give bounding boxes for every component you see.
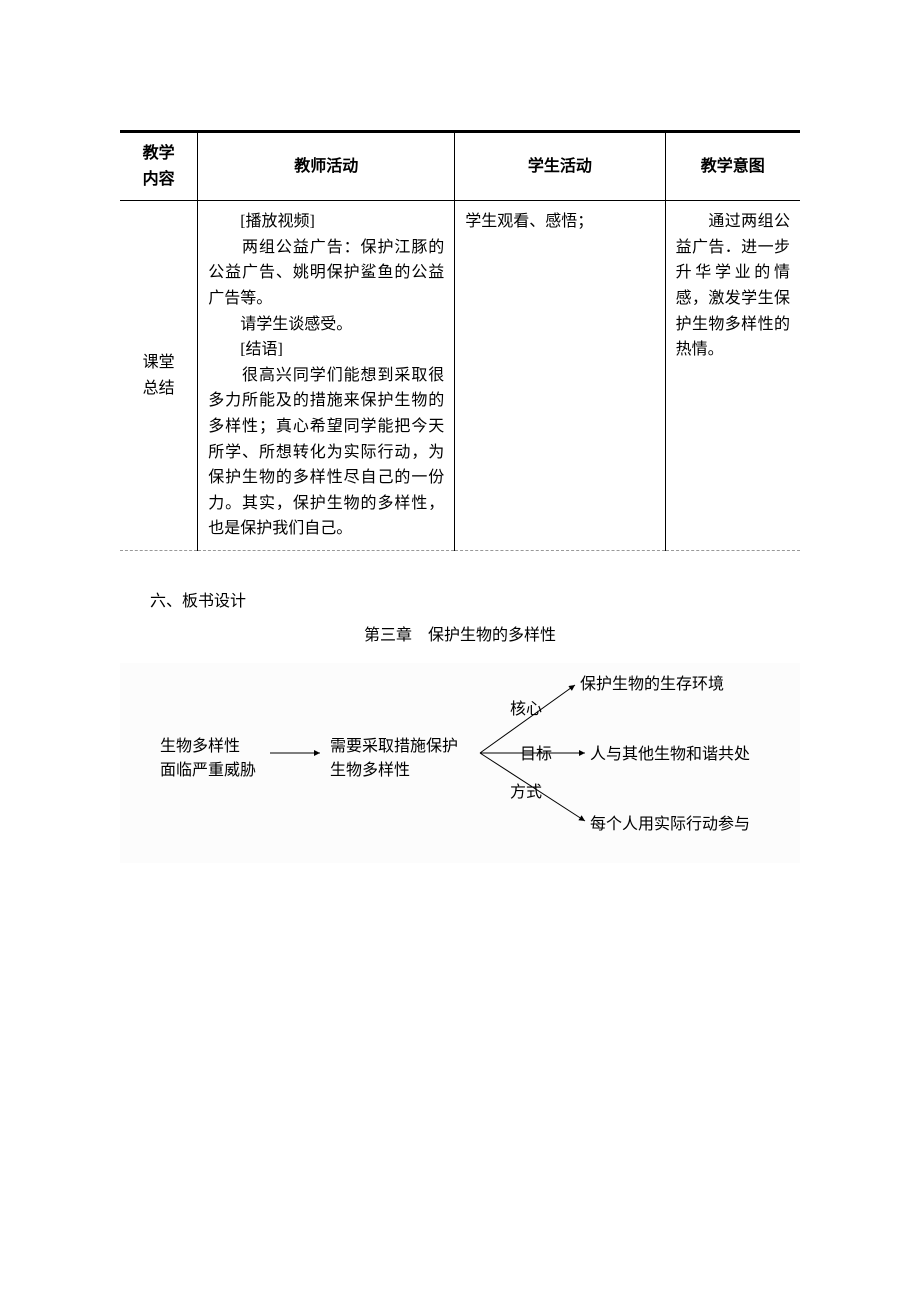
th-content: 教学内容 [120, 132, 198, 201]
diagram-node-lab_target: 目标 [520, 743, 552, 767]
td-student: 学生观看、感悟； [455, 201, 665, 551]
chapter-title: 第三章 保护生物的多样性 [120, 621, 800, 645]
td-teacher: [播放视频] 两组公益广告：保护江豚的公益广告、姚明保护鲨鱼的公益广告等。 请学… [198, 201, 455, 551]
td-intent: 通过两组公益广告．进一步升华学业的情感，激发学生保护生物多样性的热情。 [665, 201, 800, 551]
td-content: 课堂总结 [120, 201, 198, 551]
th-intent: 教学意图 [665, 132, 800, 201]
diagram-node-o3: 每个人用实际行动参与 [590, 813, 750, 837]
diagram-node-o2: 人与其他生物和谐共处 [590, 743, 750, 767]
diagram-node-lab_core: 核心 [510, 698, 542, 722]
diagram-node-o1: 保护生物的生存环境 [580, 673, 724, 697]
board-diagram: 生物多样性面临严重威胁 需要采取措施保护生物多样性 核心目标方式 保护生物的生存环境人… [120, 663, 800, 863]
diagram-node-n2: 需要采取措施保护生物多样性 [330, 735, 458, 783]
section-heading: 六、板书设计 [150, 587, 800, 611]
diagram-node-lab_way: 方式 [510, 781, 542, 805]
th-teacher: 教师活动 [198, 132, 455, 201]
lesson-table: 教学内容 教师活动 学生活动 教学意图 课堂总结 [播放视频] 两组公益广告：保… [120, 130, 800, 551]
diagram-node-n1: 生物多样性面临严重威胁 [160, 735, 256, 783]
th-student: 学生活动 [455, 132, 665, 201]
